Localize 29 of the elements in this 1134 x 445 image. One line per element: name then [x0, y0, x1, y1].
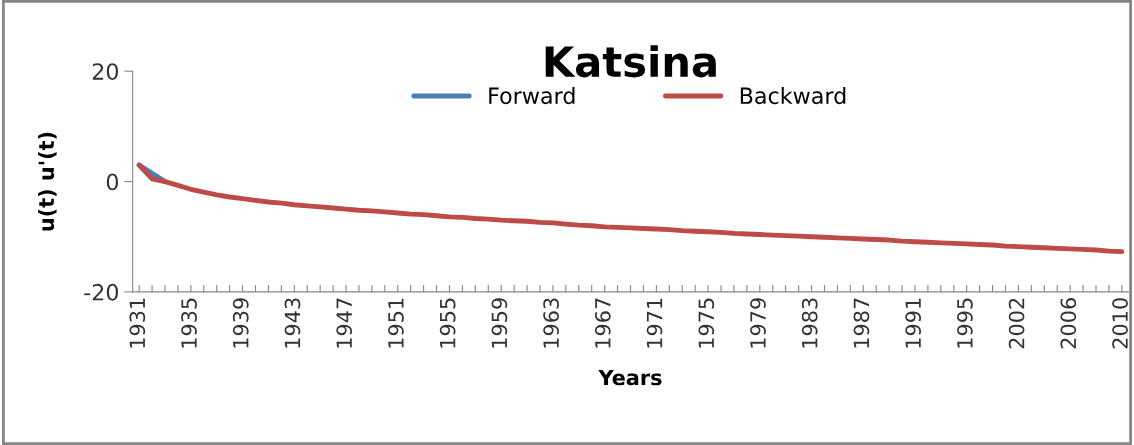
- y-axis-title: u(t) u'(t): [38, 132, 57, 231]
- y-tick-label: -20: [84, 283, 119, 301]
- x-tick-label: 1947: [336, 298, 353, 348]
- x-tick-label: 2010: [1112, 298, 1128, 349]
- chart-title: Katsina: [545, 45, 716, 78]
- x-tick-label: 1987: [853, 298, 870, 348]
- x-tick-label: 1971: [646, 298, 663, 348]
- x-tick-label: 1959: [491, 298, 508, 348]
- legend-label: Forward: [489, 86, 575, 105]
- x-tick-label: 1939: [232, 298, 249, 348]
- y-tick-label: 0: [106, 173, 119, 191]
- x-tick-label: 2006: [1060, 298, 1077, 349]
- line-series: [136, 162, 1125, 255]
- x-tick-label: 1943: [284, 298, 301, 348]
- legend-label: Backward: [740, 86, 846, 105]
- x-tick-label: 1935: [181, 298, 197, 348]
- x-tick-label: 1995: [956, 298, 973, 348]
- y-tick-label: 20: [92, 63, 119, 80]
- x-tick-label: 1983: [801, 298, 818, 348]
- x-tick-label: 1931: [129, 298, 146, 348]
- x-tick-label: 2002: [1008, 298, 1025, 349]
- x-axis-title: Years: [598, 369, 662, 386]
- x-tick-label: 1963: [543, 298, 559, 348]
- x-tick-label: 1951: [388, 298, 404, 348]
- x-tick-label: 1975: [698, 298, 715, 348]
- x-tick-label: 1955: [439, 298, 456, 348]
- x-tick-label: 1979: [750, 298, 766, 348]
- x-tick-label: 1991: [905, 298, 922, 348]
- x-tick-label: 1967: [594, 298, 611, 348]
